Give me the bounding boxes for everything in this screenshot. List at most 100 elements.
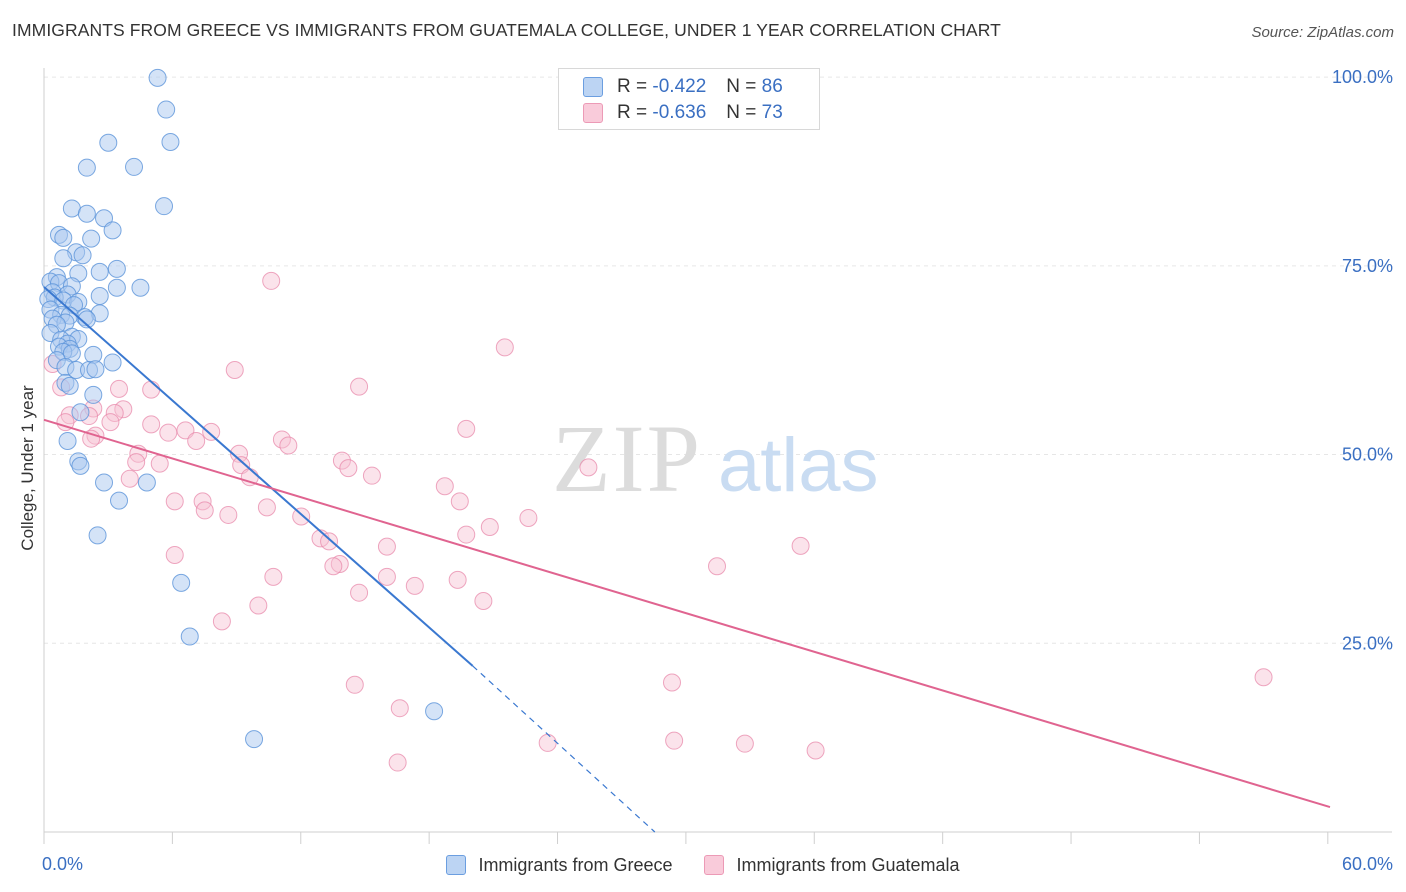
guatemala-point: [219, 505, 238, 524]
greece-point: [245, 730, 264, 749]
guatemala-point: [1254, 668, 1273, 687]
greece-point: [58, 431, 77, 450]
greece-point: [110, 491, 129, 510]
gridlines: [44, 76, 1392, 644]
r-label: R =: [617, 102, 648, 123]
greece-point: [62, 199, 81, 218]
n-value: 86: [761, 76, 783, 97]
guatemala-point: [212, 612, 231, 631]
greece-point: [84, 385, 103, 404]
guatemala-point: [264, 567, 283, 586]
guatemala-point: [320, 532, 339, 551]
guatemala-point: [390, 699, 409, 718]
greece-point: [137, 473, 156, 492]
guatemala-point: [225, 361, 244, 379]
guatemala-point: [150, 454, 169, 473]
guatemala-point: [350, 377, 369, 396]
greece-point: [90, 262, 109, 281]
legend-item-guatemala: Immigrants from Guatemala: [704, 854, 960, 876]
guatemala-point: [257, 498, 276, 517]
greece-point: [71, 403, 90, 422]
guatemala-point: [105, 404, 124, 423]
guatemala-point: [345, 675, 364, 694]
greece-point: [60, 376, 79, 395]
greece-point: [88, 526, 107, 545]
greece-point: [99, 133, 118, 152]
guatemala-point: [202, 422, 221, 441]
series-legend: Immigrants from Greece Immigrants from G…: [0, 852, 1406, 878]
guatemala-point: [806, 741, 825, 760]
guatemala-point: [791, 536, 810, 555]
guatemala-points: [43, 271, 1273, 772]
greece-point: [161, 133, 180, 152]
guatemala-point: [249, 596, 268, 615]
guatemala-point: [142, 380, 161, 399]
guatemala-point: [450, 492, 469, 511]
y-tick-label: 25.0%: [1342, 633, 1393, 653]
guatemala-swatch: [704, 855, 725, 875]
guatemala-point: [579, 458, 598, 477]
trend-lines: [43, 286, 1331, 833]
greece-point: [148, 68, 167, 87]
y-tick-label: 75.0%: [1342, 256, 1393, 276]
chart-title: IMMIGRANTS FROM GREECE VS IMMIGRANTS FRO…: [12, 20, 1001, 40]
greece-point: [180, 627, 199, 646]
x-tick-label-max: 60.0%: [1342, 854, 1393, 874]
guatemala-point: [405, 576, 424, 595]
guatemala-point: [114, 400, 133, 419]
guatemala-point: [56, 413, 75, 432]
legend-label-guatemala: Immigrants from Guatemala: [736, 854, 960, 875]
r-value: -0.636: [652, 102, 707, 123]
greece-point: [71, 456, 90, 475]
tick-labels: 25.0% 50.0% 75.0% 100.0% 0.0% 60.0%: [42, 67, 1393, 874]
guatemala-point: [362, 466, 381, 485]
guatemala-point: [474, 592, 493, 610]
greece-point: [107, 259, 126, 278]
guatemala-point: [101, 413, 120, 432]
guatemala-point: [159, 423, 178, 442]
chart-source: Source: ZipAtlas.com: [1251, 24, 1394, 41]
n-label: N =: [726, 76, 757, 97]
greece-point: [155, 197, 174, 216]
guatemala-point: [495, 338, 514, 357]
greece-point: [425, 702, 444, 721]
guatemala-point: [324, 557, 343, 576]
greece-point: [90, 287, 109, 306]
guatemala-point: [448, 570, 467, 589]
guatemala-point: [377, 537, 396, 556]
y-axis-label: College, Under 1 year: [18, 385, 37, 551]
r-value: -0.422: [652, 76, 707, 97]
greece-point: [131, 278, 150, 297]
guatemala-point: [538, 733, 557, 752]
guatemala-point: [708, 557, 727, 576]
greece-point: [77, 310, 96, 329]
guatemala-point: [292, 507, 311, 526]
greece-point: [54, 249, 73, 268]
guatemala-point: [165, 492, 184, 511]
greece-point: [82, 229, 101, 248]
watermark-atlas: atlas: [718, 423, 879, 508]
guatemala-point: [662, 673, 681, 692]
greece-trend-line: [43, 286, 474, 667]
n-label: N =: [726, 102, 757, 123]
guatemala-point: [120, 469, 139, 488]
greece-point: [103, 221, 122, 240]
guatemala-point: [665, 731, 684, 750]
r-label: R =: [617, 76, 648, 97]
greece-point: [172, 573, 191, 592]
guatemala-point: [187, 431, 206, 450]
greece-point: [77, 204, 96, 223]
watermark-zip: ZIP: [552, 405, 702, 512]
correlation-legend: R = -0.422 N = 86 R = -0.636 N = 73: [558, 68, 820, 130]
y-tick-label: 100.0%: [1332, 67, 1393, 87]
guatemala-point: [279, 436, 298, 455]
n-value: 73: [761, 102, 783, 123]
guatemala-point: [165, 545, 184, 564]
guatemala-point: [519, 508, 538, 527]
greece-point: [103, 353, 122, 372]
guatemala-point: [388, 753, 407, 772]
guatemala-point: [377, 567, 396, 586]
legend-row-guatemala: R = -0.636 N = 73: [583, 101, 783, 125]
guatemala-point: [195, 501, 214, 520]
